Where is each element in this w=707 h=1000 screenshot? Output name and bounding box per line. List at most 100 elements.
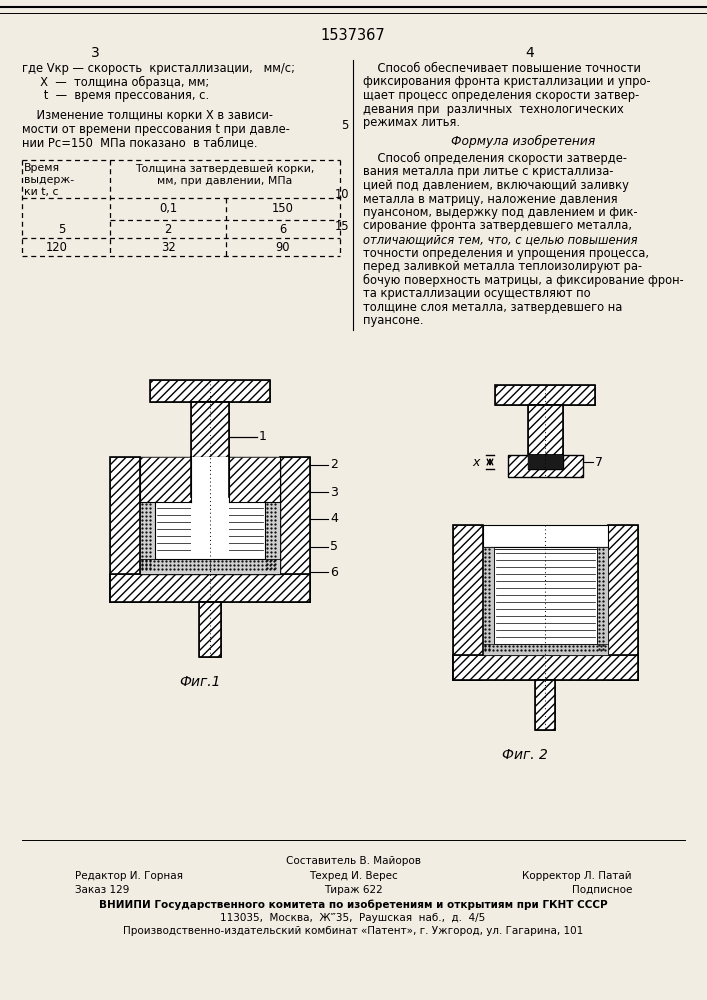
Text: отличающийся тем, что, с целью повышения: отличающийся тем, что, с целью повышения xyxy=(363,233,638,246)
Text: Формула изобретения: Формула изобретения xyxy=(451,134,595,148)
Bar xyxy=(495,385,595,405)
Bar xyxy=(280,457,310,602)
Bar xyxy=(597,547,608,655)
Text: вания металла при литье с кристаллиза-: вания металла при литье с кристаллиза- xyxy=(363,165,614,178)
Bar xyxy=(608,525,638,680)
Text: 2: 2 xyxy=(330,458,338,472)
Text: 90: 90 xyxy=(276,241,291,254)
Bar xyxy=(453,525,483,680)
Bar xyxy=(265,457,280,574)
Bar xyxy=(140,559,280,574)
Text: Техред И. Верес: Техред И. Верес xyxy=(309,871,397,881)
Text: 5: 5 xyxy=(341,119,349,132)
Text: Время
выдерж-
ки t, с: Время выдерж- ки t, с xyxy=(24,163,74,197)
Text: 3: 3 xyxy=(90,46,100,60)
Text: Редактор И. Горная: Редактор И. Горная xyxy=(75,871,183,881)
Bar xyxy=(528,455,563,469)
Text: точности определения и упрощения процесса,: точности определения и упрощения процесс… xyxy=(363,246,649,259)
Bar xyxy=(140,457,155,574)
Text: Заказ 129: Заказ 129 xyxy=(75,885,129,895)
Text: Способ определения скорости затверде-: Способ определения скорости затверде- xyxy=(363,152,627,165)
Text: 150: 150 xyxy=(272,202,294,215)
Text: Подписное: Подписное xyxy=(572,885,632,895)
Text: толщине слоя металла, затвердевшего на: толщине слоя металла, затвердевшего на xyxy=(363,300,622,314)
Bar xyxy=(453,525,483,680)
Text: девания при  различных  технологических: девания при различных технологических xyxy=(363,103,624,115)
Text: фиксирования фронта кристаллизации и упро-: фиксирования фронта кристаллизации и упр… xyxy=(363,76,650,89)
Text: та кристаллизации осуществляют по: та кристаллизации осуществляют по xyxy=(363,287,590,300)
Text: 15: 15 xyxy=(334,220,349,232)
Bar xyxy=(191,402,229,497)
Bar xyxy=(191,457,229,552)
Text: бочую поверхность матрицы, а фиксирование фрон-: бочую поверхность матрицы, а фиксировани… xyxy=(363,273,684,287)
Bar xyxy=(199,602,221,657)
Text: ВНИИПИ Государственного комитета по изобретениям и открытиям при ГКНТ СССР: ВНИИПИ Государственного комитета по изоб… xyxy=(99,900,607,910)
Text: Составитель В. Майоров: Составитель В. Майоров xyxy=(286,856,421,866)
Text: Тираж 622: Тираж 622 xyxy=(324,885,382,895)
Text: X  —  толщина образца, мм;: X — толщина образца, мм; xyxy=(22,76,209,89)
Text: щает процесс определения скорости затвер-: щает процесс определения скорости затвер… xyxy=(363,89,639,102)
Bar xyxy=(535,680,555,730)
Text: Фиг. 2: Фиг. 2 xyxy=(502,748,548,762)
Text: 32: 32 xyxy=(160,241,175,254)
Bar xyxy=(140,457,191,502)
Bar xyxy=(140,457,280,574)
Text: 1537367: 1537367 xyxy=(321,28,385,43)
Text: 6: 6 xyxy=(279,223,286,236)
Text: где Vкр — скорость  кристаллизации,   мм/с;: где Vкр — скорость кристаллизации, мм/с; xyxy=(22,62,295,75)
Bar xyxy=(483,525,608,547)
Text: 3: 3 xyxy=(330,486,338,498)
Text: 5: 5 xyxy=(330,540,338,554)
Text: нии Pс=150  МПа показано  в таблице.: нии Pс=150 МПа показано в таблице. xyxy=(22,136,257,149)
Bar xyxy=(535,680,555,730)
Bar xyxy=(150,380,270,402)
Bar xyxy=(528,455,563,469)
Bar xyxy=(528,405,563,455)
Text: перед заливкой металла теплоизолируют ра-: перед заливкой металла теплоизолируют ра… xyxy=(363,260,642,273)
Bar xyxy=(155,462,265,559)
Text: 113035,  Москва,  Ж‴35,  Раушская  наб.,  д.  4/5: 113035, Москва, Ж‴35, Раушская наб., д. … xyxy=(221,913,486,923)
Text: сирование фронта затвердевшего металла,: сирование фронта затвердевшего металла, xyxy=(363,220,632,232)
Bar xyxy=(110,574,310,602)
Text: 10: 10 xyxy=(334,188,349,202)
Text: Производственно-издательский комбинат «Патент», г. Ужгород, ул. Гагарина, 101: Производственно-издательский комбинат «П… xyxy=(123,926,583,936)
Bar xyxy=(150,380,270,402)
Bar xyxy=(229,457,280,502)
Bar xyxy=(191,402,229,497)
Bar xyxy=(199,602,221,657)
Bar xyxy=(110,457,140,602)
Bar xyxy=(608,525,638,680)
Text: 7: 7 xyxy=(595,456,603,468)
Text: 1: 1 xyxy=(259,430,267,444)
Text: 6: 6 xyxy=(330,566,338,578)
Bar xyxy=(528,405,563,455)
Text: 2: 2 xyxy=(164,223,172,236)
Bar xyxy=(483,547,494,655)
Text: мости от времени прессования t при давле-: мости от времени прессования t при давле… xyxy=(22,123,290,136)
Text: 0,1: 0,1 xyxy=(159,202,177,215)
Text: режимах литья.: режимах литья. xyxy=(363,116,460,129)
Bar xyxy=(280,457,310,602)
Text: металла в матрицу, наложение давления: металла в матрицу, наложение давления xyxy=(363,192,618,206)
Bar xyxy=(483,644,608,655)
Bar xyxy=(508,455,583,477)
Text: 4: 4 xyxy=(330,512,338,526)
Bar xyxy=(508,455,583,477)
Text: Фиг.1: Фиг.1 xyxy=(180,675,221,689)
Bar xyxy=(110,457,140,602)
Text: пуансоном, выдержку под давлением и фик-: пуансоном, выдержку под давлением и фик- xyxy=(363,206,638,219)
Text: 5: 5 xyxy=(58,223,66,236)
Text: цией под давлением, включающий заливку: цией под давлением, включающий заливку xyxy=(363,179,629,192)
Text: Толщина затвердевшей корки,
мм, при давлении, МПа: Толщина затвердевшей корки, мм, при давл… xyxy=(135,164,315,186)
Text: t  —  время прессования, с.: t — время прессования, с. xyxy=(22,89,209,102)
Bar xyxy=(140,457,191,502)
Text: 4: 4 xyxy=(525,46,534,60)
Text: x: x xyxy=(472,456,479,468)
Bar xyxy=(453,655,638,680)
Bar xyxy=(494,549,597,644)
Text: пуансоне.: пуансоне. xyxy=(363,314,423,327)
Text: 120: 120 xyxy=(46,241,68,254)
Text: Корректор Л. Патай: Корректор Л. Патай xyxy=(522,871,632,881)
Bar xyxy=(453,655,638,680)
Text: Способ обеспечивает повышение точности: Способ обеспечивает повышение точности xyxy=(363,62,641,75)
